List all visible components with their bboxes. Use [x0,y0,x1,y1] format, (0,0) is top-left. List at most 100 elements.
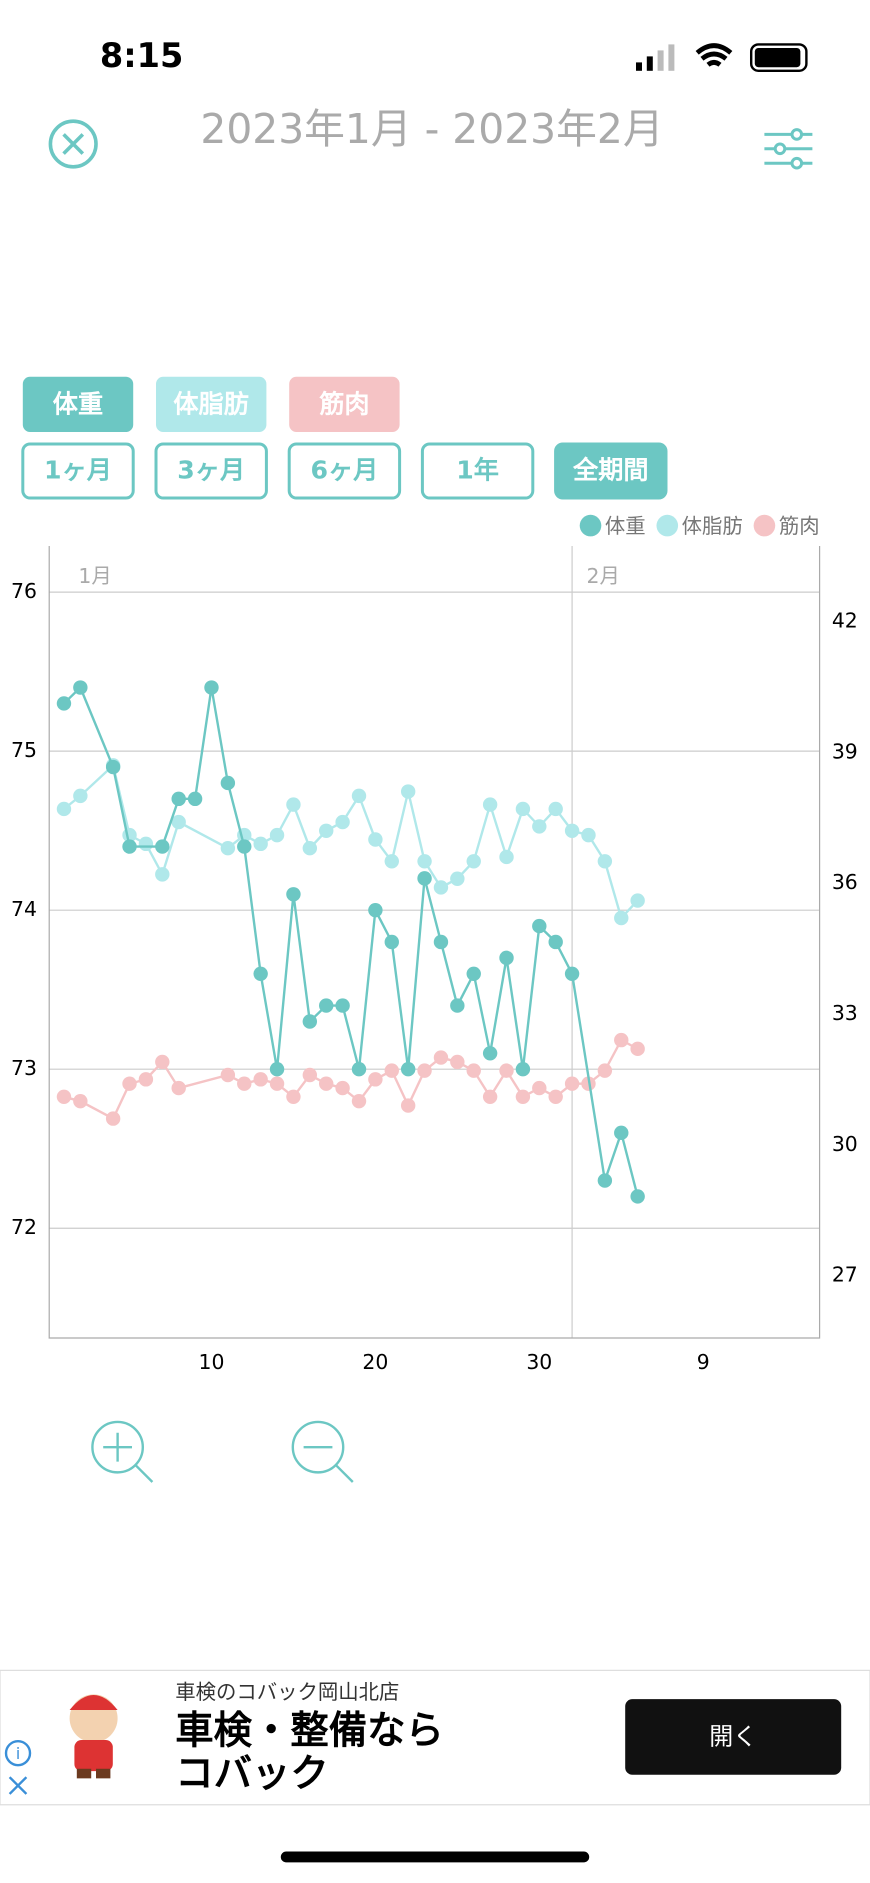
x-tick-label: 30 [526,1350,552,1374]
series-toggle-label: 体重 [53,390,103,419]
data-point [351,788,367,804]
zoom-in[interactable] [91,1420,154,1483]
data-point [482,1089,498,1105]
data-point [548,801,563,817]
y2-tick-label: 30 [832,1132,858,1156]
battery-level [754,47,801,68]
data-point [56,801,72,817]
series-toggle[interactable] [156,376,267,432]
wifi [695,43,733,67]
data-point [614,1032,629,1048]
data-point [400,1062,416,1077]
y2-tick-label: 36 [832,870,858,894]
y2-tick-label: 42 [832,608,858,632]
data-point [564,1076,580,1091]
data-point [532,918,547,934]
time: 8:15 [100,36,184,75]
data-point [499,849,514,865]
chart: 72 73 74 75 76 27 30 33 36 39 42 10 20 30 9 1月 2月 筋肉 体脂肪 体重 [11,514,858,1374]
ad-close[interactable] [8,1776,28,1795]
period-button[interactable] [21,442,135,500]
data-point [220,1067,236,1083]
ad-headline: コバック [175,1751,329,1796]
data-point [105,1111,121,1126]
data-point [351,1062,367,1077]
data-point [417,871,432,886]
data-point [155,867,170,882]
data-point [630,1041,645,1057]
data-point [351,1093,367,1109]
series-toggle-label: 筋肉 [318,390,369,419]
legend-swatch [579,514,602,537]
close-button[interactable] [48,119,98,169]
home-indicator [280,1851,590,1863]
data-point [155,839,170,854]
data-point [384,934,399,950]
signal [635,44,675,71]
data-point [138,836,154,852]
month-label: 1月 [78,564,111,588]
data-point [564,823,580,838]
data-point [532,819,547,834]
data-point [253,1072,268,1087]
data-point [499,1063,514,1078]
data-point [73,680,88,695]
data-point [466,966,481,981]
data-point [564,966,580,981]
data-point [450,998,465,1013]
data-point [515,801,531,817]
data-point [450,1054,465,1070]
data-point [335,998,350,1013]
data-point [187,791,203,807]
data-point [237,1076,252,1091]
data-point [286,887,301,902]
period-button[interactable] [554,442,668,500]
data-point [400,784,416,799]
data-point [105,759,121,775]
data-point [138,1072,154,1087]
ad-open-button[interactable] [625,1699,842,1775]
period-button[interactable] [287,442,402,500]
series-toggle[interactable] [289,376,400,432]
data-point [220,775,236,791]
data-point [597,1063,613,1078]
data-point [269,1076,285,1091]
ad-info-icon: i [16,1745,20,1763]
data-point [319,998,334,1013]
month-label: 2月 [586,564,619,588]
data-point [433,934,449,950]
series-toggle[interactable] [22,376,134,432]
y2-tick-label: 33 [832,1001,858,1025]
data-point [384,1063,399,1078]
data-point [614,1125,629,1141]
data-point [597,854,613,869]
data-point [56,696,72,711]
data-point [433,1050,449,1065]
data-point [335,1080,350,1096]
x-tick-label: 20 [362,1350,388,1374]
settings-button[interactable] [764,128,813,170]
data-point [433,880,449,895]
data-point [171,814,186,830]
data-point [122,839,137,854]
period-button[interactable] [154,442,268,500]
legend-label: 筋肉 [779,514,820,538]
battery [749,43,808,72]
data-point [400,1098,416,1113]
zoom-out[interactable] [291,1420,354,1483]
legend-label: 体重 [605,514,646,538]
x-tick-label: 10 [199,1350,225,1374]
data-point [515,1089,531,1105]
ad-info[interactable] [4,1739,32,1767]
data-point [335,814,350,830]
period-button[interactable] [420,442,535,500]
data-point [155,1054,170,1070]
data-point [368,902,383,918]
data-point [499,950,514,966]
ad-store: 車検のコバック岡山北店 [175,1680,399,1704]
data-point [597,1173,613,1188]
data-point [237,839,252,854]
x-tick-label: 9 [697,1350,710,1374]
legend-swatch [753,514,776,537]
